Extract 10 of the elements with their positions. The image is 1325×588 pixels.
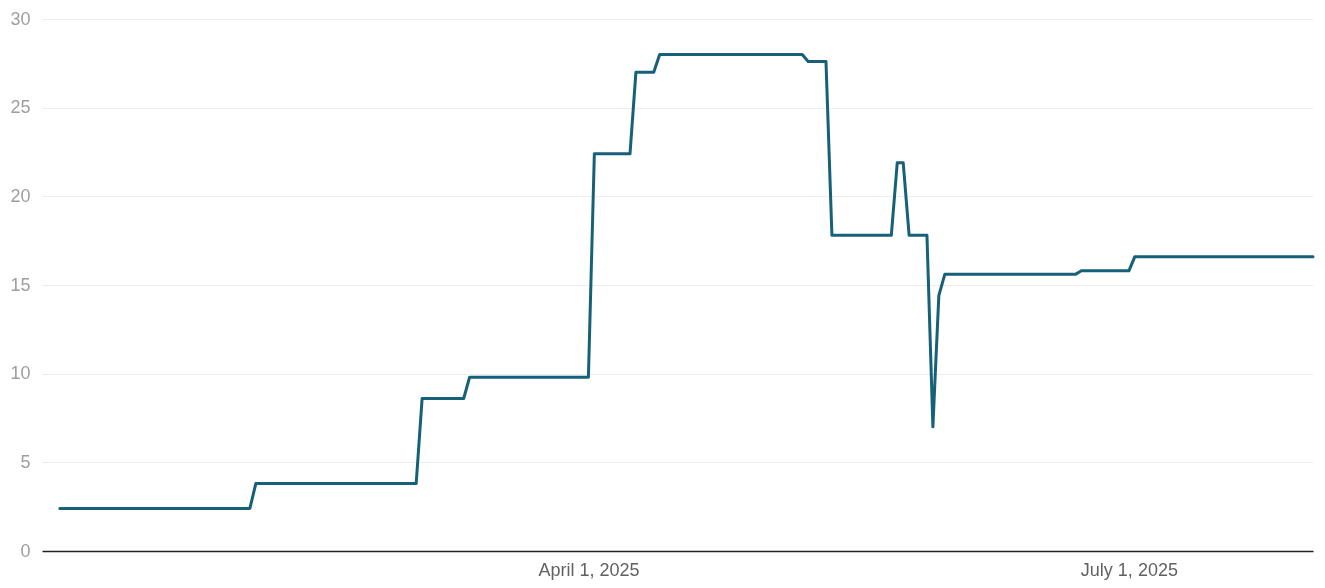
y-tick-label: 5 — [20, 451, 31, 472]
y-tick-label: 30 — [10, 8, 31, 29]
x-tick-label: April 1, 2025 — [538, 559, 640, 580]
x-tick-label: July 1, 2025 — [1080, 559, 1178, 580]
y-tick-label: 15 — [10, 274, 31, 295]
y-tick-label: 25 — [10, 97, 31, 118]
y-tick-label: 10 — [10, 363, 31, 384]
line-series — [58, 52, 1315, 510]
y-tick-label: 0 — [20, 540, 31, 561]
y-tick-label: 20 — [10, 185, 31, 206]
